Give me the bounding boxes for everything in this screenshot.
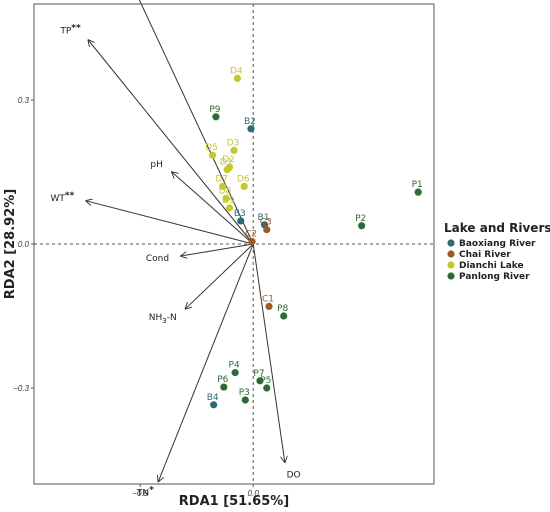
y-tick-label: 0.3 — [18, 96, 30, 105]
y-axis-title: RDA2 [28.92%] — [3, 189, 18, 299]
point-label-d2: D2 — [222, 155, 235, 165]
point-d8 — [222, 194, 230, 202]
point-b4 — [210, 401, 218, 409]
x-axis-title: RDA1 [51.65%] — [179, 494, 289, 509]
point-label-b4: B4 — [207, 393, 219, 403]
point-c1 — [265, 302, 273, 310]
arrow-label-ph: pH — [150, 160, 162, 170]
legend-swatch-baoxiang-river — [447, 239, 455, 247]
point-p5 — [263, 384, 271, 392]
point-d1 — [223, 166, 231, 174]
point-p7 — [256, 377, 264, 385]
point-label-p3: P3 — [239, 388, 250, 398]
point-d9 — [225, 204, 234, 212]
arrow-cod — [138, 0, 254, 245]
point-label-p9: P9 — [209, 105, 220, 115]
point-label-p5: P5 — [260, 376, 271, 386]
arrow-label-cond: Cond — [146, 254, 169, 264]
point-label-p2: P2 — [355, 214, 366, 224]
point-label-c1: C1 — [262, 294, 274, 304]
point-d4 — [233, 74, 241, 82]
legend-swatch-chai-river — [447, 250, 455, 258]
legend-label-chai-river: Chai River — [459, 250, 511, 260]
arrow-do — [252, 243, 285, 462]
arrow-label-tp: TP** — [59, 24, 81, 37]
point-p3 — [241, 396, 249, 404]
point-label-d4: D4 — [230, 66, 243, 76]
arrow-nh3-n — [185, 243, 254, 309]
point-label-b3: B3 — [234, 209, 246, 219]
arrow-label-wt: WT** — [51, 191, 75, 204]
point-d6 — [240, 182, 248, 190]
y-tick-label: −0.3 — [13, 384, 29, 393]
arrow-tp — [88, 40, 254, 245]
x-tick-label: 0.0 — [248, 489, 260, 498]
legend-label-panlong-river: Panlong River — [459, 272, 530, 282]
axis-ticks: −0.5 0.0 −0.3 0.0 0.3 — [13, 96, 259, 498]
arrow-cond — [181, 243, 254, 256]
x-tick-label: −0.5 — [132, 489, 148, 498]
point-label-c2: C2 — [245, 230, 257, 240]
point-label-p1: P1 — [412, 180, 423, 190]
point-label-d9: D9 — [222, 196, 235, 206]
point-label-c3: C3 — [260, 218, 272, 228]
point-label-d7: D7 — [215, 174, 228, 184]
point-b2 — [247, 125, 255, 133]
point-label-d3: D3 — [227, 138, 240, 148]
point-p2 — [358, 222, 366, 230]
point-b3 — [237, 217, 245, 225]
point-p6 — [220, 383, 228, 391]
legend-swatch-dianchi-lake — [447, 261, 455, 269]
point-label-b1: B1 — [258, 213, 270, 223]
y-tick-label: 0.0 — [18, 240, 30, 249]
point-label-d8: D8 — [219, 186, 232, 196]
point-p8 — [280, 312, 288, 320]
arrow-tn — [158, 243, 254, 482]
point-d7 — [219, 182, 227, 190]
arrow-label-nh3-n: NH3-N — [149, 313, 177, 325]
point-label-p7: P7 — [253, 369, 264, 379]
legend-label-baoxiang-river: Baoxiang River — [459, 239, 536, 249]
arrow-ph — [172, 172, 254, 245]
point-p4 — [231, 369, 239, 377]
point-label-d1: D1 — [220, 158, 233, 168]
arrow-label-do: DO — [287, 470, 301, 480]
legend-title: Lake and Rivers — [444, 221, 550, 235]
point-label-p4: P4 — [229, 361, 240, 371]
point-label-p6: P6 — [217, 375, 228, 385]
arrow-wt — [86, 201, 254, 245]
point-c3 — [263, 226, 271, 234]
point-label-d6: D6 — [237, 174, 250, 184]
point-p9 — [212, 113, 220, 121]
arrow-label-tn: TN* — [136, 486, 154, 499]
point-label-p8: P8 — [277, 304, 288, 314]
legend-swatch-panlong-river — [447, 272, 455, 280]
point-label-d5: D5 — [205, 143, 218, 153]
point-c2 — [248, 238, 256, 246]
point-d5 — [208, 151, 217, 159]
legend-label-dianchi-lake: Dianchi Lake — [459, 261, 524, 271]
point-label-b2: B2 — [244, 117, 256, 127]
point-d3 — [230, 146, 238, 154]
point-p1 — [414, 188, 422, 196]
